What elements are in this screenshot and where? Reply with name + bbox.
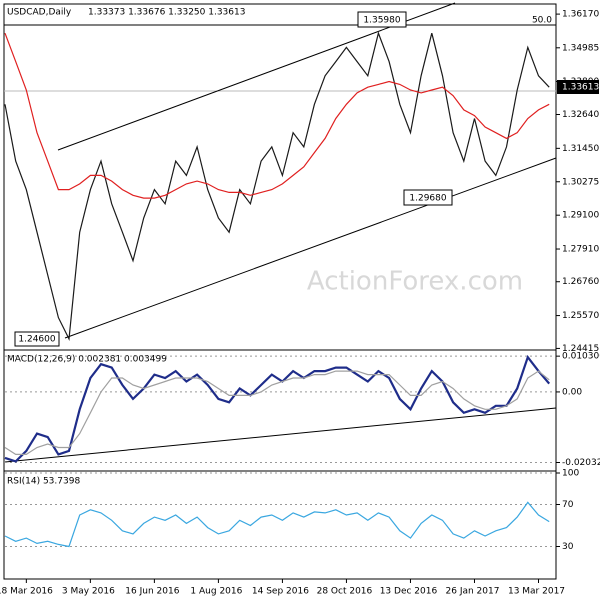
chart-title: RSI(14) 53.7398 [7, 477, 80, 487]
y-tick-label: 1.30275 [562, 177, 599, 187]
y-tick-label: 1.27910 [562, 245, 599, 255]
y-tick-label: 30 [562, 542, 574, 552]
series-line [4, 501, 550, 548]
chart-subtitle: 1.33373 1.33676 1.33250 1.33613 [88, 8, 245, 18]
chart-title: MACD(12,26,9) 0.002381 0.003499 [7, 355, 167, 365]
x-tick-label: 18 Mar 2016 [0, 587, 53, 597]
macd-trendline [4, 407, 557, 463]
annotation-box [403, 189, 453, 206]
chart-title: USDCAD,Daily [7, 8, 72, 18]
x-tick-label: 13 Dec 2016 [380, 587, 438, 597]
y-tick-label: 100 [562, 469, 579, 479]
x-tick-label: 1 Aug 2016 [190, 587, 242, 597]
y-tick-label: 1.29100 [562, 211, 599, 221]
annotation: 1.35980 [363, 16, 400, 26]
price-label: 1.33613 [562, 83, 599, 93]
y-tick-label: 1.32640 [562, 110, 599, 120]
frame [3, 3, 557, 580]
series-line [4, 370, 550, 455]
y-tick-label: 0.010306 [562, 352, 600, 362]
annotation-box [357, 11, 407, 28]
series-line [4, 32, 550, 199]
annotation-box [14, 331, 60, 347]
y-tick-label: 70 [562, 500, 574, 510]
channel-lower [64, 157, 557, 339]
x-tick-label: 16 Jun 2016 [125, 587, 179, 597]
y-tick-label: 1.36170 [562, 10, 599, 20]
series-line [4, 354, 551, 463]
annotation: 1.29680 [409, 194, 446, 204]
y-tick-label: -0.020324 [562, 458, 600, 468]
price-label-box [557, 80, 599, 94]
y-tick-label: 1.34985 [562, 43, 599, 53]
x-tick-label: 28 Oct 2016 [317, 587, 373, 597]
x-tick-label: 13 Mar 2017 [508, 587, 565, 597]
y-tick-label: 1.26760 [562, 277, 599, 287]
y-tick-label: 1.31450 [562, 144, 599, 154]
fib-label: 50.0 [532, 16, 552, 26]
x-tick-label: 14 Sep 2016 [252, 587, 309, 597]
watermark: ActionForex.com [307, 267, 523, 297]
y-tick-label: 1.25570 [562, 311, 599, 321]
y-tick-label: 0.00 [562, 387, 582, 397]
annotation: 1.24600 [18, 335, 55, 345]
y-tick-label: 1.24415 [562, 344, 599, 354]
x-tick-label: 3 May 2016 [62, 587, 115, 597]
x-tick-label: 26 Jan 2017 [446, 587, 500, 597]
